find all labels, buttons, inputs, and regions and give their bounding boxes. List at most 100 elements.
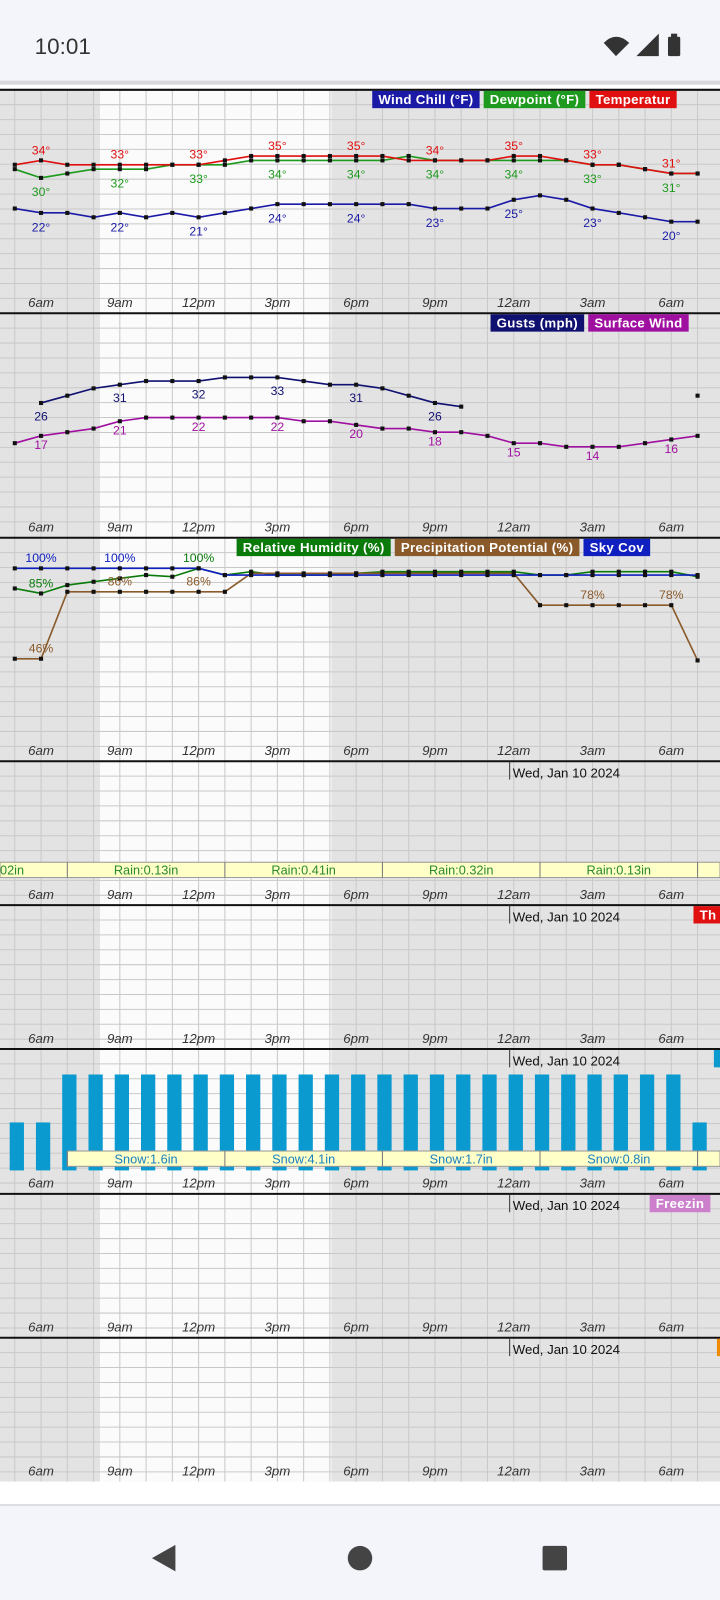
legend-box <box>589 90 677 109</box>
data-label: 34° <box>426 143 445 157</box>
data-point <box>616 162 621 167</box>
x-tick-label: 12am <box>497 1176 530 1191</box>
data-point <box>39 591 44 596</box>
bar <box>482 1074 497 1171</box>
data-label: 34° <box>347 168 366 182</box>
data-point <box>117 162 122 167</box>
data-point <box>144 589 149 594</box>
x-tick-label: 12pm <box>182 520 215 535</box>
data-point <box>144 573 149 578</box>
x-tick-label: 6am <box>658 1031 684 1046</box>
data-label: 34° <box>504 168 523 182</box>
x-tick-label: 3pm <box>265 295 291 310</box>
x-tick-label: 6am <box>28 520 54 535</box>
data-point <box>196 379 201 384</box>
x-tick-label: 9am <box>107 887 133 902</box>
bar <box>167 1074 182 1171</box>
data-label: 78% <box>659 588 684 602</box>
strip-label: Snow:1.7in <box>430 1151 493 1166</box>
data-point <box>643 603 648 608</box>
data-point <box>590 603 595 608</box>
data-label: 23° <box>583 216 602 230</box>
data-point <box>222 415 227 420</box>
data-point <box>170 566 175 571</box>
data-point <box>91 579 96 584</box>
data-label: 30° <box>32 185 51 199</box>
data-label: 33° <box>189 148 208 162</box>
data-point <box>39 433 44 438</box>
data-point <box>144 167 149 172</box>
data-point <box>170 574 175 579</box>
data-point <box>144 566 149 571</box>
panel: 26 31 32 33 31 26 17 21 22 22 20 18 15 14 16 Gusts (mph… <box>0 312 720 538</box>
data-point <box>511 197 516 202</box>
data-point <box>249 158 254 163</box>
panel: Wed, Jan 10 2024 6am 9am 12pm 3pm 6pm 9pm 12am 3… <box>0 1336 720 1482</box>
back-button[interactable] <box>151 1544 176 1572</box>
data-label: 35° <box>268 139 287 153</box>
x-tick-label: 9am <box>107 1176 133 1191</box>
data-point <box>275 153 280 159</box>
bar <box>351 1074 366 1171</box>
recents-button[interactable] <box>542 1545 568 1571</box>
data-label: 100% <box>104 551 135 565</box>
x-tick-label: 3pm <box>265 1464 291 1479</box>
date-label: Wed, Jan 10 2024 <box>513 909 620 924</box>
legend-label: Gusts (mph) <box>497 316 578 331</box>
bar <box>246 1074 261 1171</box>
data-point <box>65 566 70 571</box>
x-tick-label: 12am <box>497 520 530 535</box>
data-label: 100% <box>25 551 56 565</box>
data-point <box>327 153 332 159</box>
data-point <box>354 573 359 578</box>
data-point <box>117 576 122 581</box>
data-label: 31 <box>113 391 127 405</box>
data-label: 33° <box>111 148 130 162</box>
data-point <box>406 426 411 431</box>
data-point <box>65 583 70 588</box>
data-point <box>12 656 17 661</box>
forecast-graph[interactable]: 22° 22° 21° 24° 24° 23° 25° 23° 20° 30° 32° 33° 34° 3… <box>0 88 720 1482</box>
data-point <box>301 158 306 163</box>
data-point <box>459 430 464 435</box>
x-tick-label: 12am <box>497 295 530 310</box>
bar <box>666 1074 681 1171</box>
x-tick-label: 3pm <box>265 520 291 535</box>
data-label: 34° <box>426 168 445 182</box>
data-point <box>485 433 490 438</box>
strip-label: Rain:0.41in <box>271 862 335 877</box>
legend-label: Surface Wind <box>594 316 682 331</box>
data-point <box>380 386 385 391</box>
x-tick-label: 6am <box>28 295 54 310</box>
data-point <box>39 566 44 571</box>
data-label: 34° <box>32 143 51 157</box>
data-point <box>249 415 254 420</box>
data-point <box>564 158 569 163</box>
data-point <box>669 171 674 176</box>
bar <box>114 1074 130 1171</box>
data-point <box>12 566 17 571</box>
daylight-bg <box>99 761 332 906</box>
data-point <box>354 202 359 207</box>
bar <box>193 1074 208 1171</box>
x-tick-label: 12am <box>497 1031 530 1046</box>
data-point <box>695 658 700 663</box>
bar <box>613 1074 628 1171</box>
data-point <box>170 589 175 594</box>
data-label: 21 <box>113 424 127 438</box>
data-point <box>12 167 17 172</box>
daylight-bg <box>99 1048 332 1194</box>
data-point <box>380 426 385 431</box>
x-tick-label: 3am <box>580 1320 606 1335</box>
x-tick-label: 6pm <box>343 1464 369 1479</box>
bar <box>508 1074 523 1171</box>
data-point <box>144 215 149 220</box>
x-tick-label: 6am <box>28 1464 54 1479</box>
x-tick-label: 6pm <box>343 1031 369 1046</box>
data-point <box>222 210 227 215</box>
home-button[interactable] <box>347 1545 373 1571</box>
data-point <box>380 158 385 163</box>
daylight-bg <box>99 905 332 1049</box>
data-point <box>537 441 543 446</box>
status-bar <box>0 0 720 82</box>
